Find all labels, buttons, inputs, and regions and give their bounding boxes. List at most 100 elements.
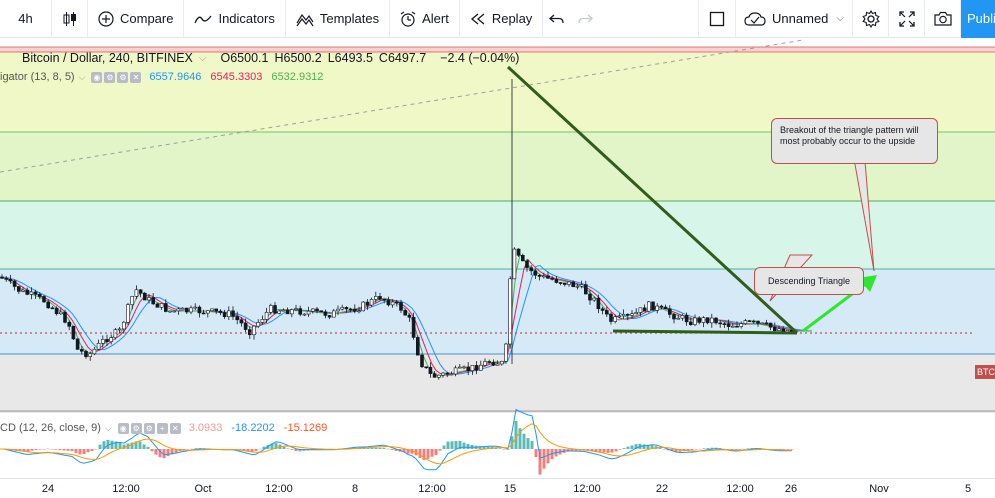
candle-body xyxy=(558,282,563,284)
publish-button[interactable]: Publish xyxy=(961,0,995,38)
candle-body xyxy=(457,366,462,369)
macd-histogram-bar xyxy=(602,449,606,453)
macd-histogram-bar xyxy=(182,449,186,451)
candle-body xyxy=(352,308,357,312)
candle-body xyxy=(168,310,172,313)
rewind-icon xyxy=(470,13,486,25)
candle-body xyxy=(109,337,113,342)
time-axis-label: 12:00 xyxy=(418,483,446,495)
alert-button[interactable]: Alert xyxy=(390,0,460,38)
candle-body xyxy=(655,305,660,311)
triangle-note[interactable]: Descending Triangle xyxy=(754,267,864,295)
gear-icon[interactable]: ⚙ xyxy=(117,71,129,83)
breakout-note[interactable]: Breakout of the triangle pattern will mo… xyxy=(771,118,938,164)
undo-button[interactable] xyxy=(543,0,571,38)
macd-histogram-bar xyxy=(270,443,274,449)
macd-histogram-bar xyxy=(458,440,462,449)
gear-icon[interactable]: ⚙ xyxy=(130,422,142,434)
redo-button[interactable] xyxy=(571,0,599,38)
eye-icon[interactable]: ◉ xyxy=(91,71,103,83)
alligator-legend[interactable]: igator (13, 8, 5) ⌵ ◉ ⚙ ⚙ ✕ 6557.9646 65… xyxy=(0,69,332,85)
fullscreen-button[interactable] xyxy=(889,0,925,38)
symbol-title[interactable]: Bitcoin / Dollar, 240, BITFINEX xyxy=(22,51,193,65)
compare-label: Compare xyxy=(120,11,174,26)
candle-body xyxy=(147,297,151,301)
chart-pane[interactable]: Breakout of the triangle pattern will mo… xyxy=(0,39,995,498)
macd-histogram-bar xyxy=(730,449,734,450)
macd-histogram-bar xyxy=(114,441,118,449)
macd-histogram-bar xyxy=(574,449,578,451)
templates-button[interactable]: Templates xyxy=(286,0,391,38)
candle-body xyxy=(344,307,349,310)
macd-histogram-bar xyxy=(690,449,694,451)
chevron-down-icon[interactable]: ⌵ xyxy=(104,422,112,433)
candle-body xyxy=(180,307,185,310)
candle-body xyxy=(331,310,336,318)
macd-histogram-bar xyxy=(74,449,78,453)
candle-body xyxy=(600,308,605,311)
candle-body xyxy=(651,301,655,311)
macd-title[interactable]: CD (12, 26, close, 9) xyxy=(0,422,101,434)
macd-histogram-bar xyxy=(486,446,490,449)
snapshot-button[interactable] xyxy=(925,0,961,38)
close-icon[interactable]: ✕ xyxy=(130,71,142,83)
gear-icon[interactable]: ⚙ xyxy=(104,71,116,83)
undo-icon xyxy=(549,13,565,25)
candle-body xyxy=(357,310,361,313)
macd-histogram-bar xyxy=(394,449,398,451)
macd-histogram-bar xyxy=(626,446,630,449)
layout-name-button[interactable]: Unnamed ⌵ xyxy=(736,0,853,38)
macd-histogram-bar xyxy=(62,449,66,451)
candle-body xyxy=(424,366,429,369)
candle-body xyxy=(12,280,17,287)
gear-icon[interactable]: ⚙ xyxy=(143,422,155,434)
candle-body xyxy=(659,305,664,308)
alligator-teeth-line xyxy=(0,258,812,376)
zone-band-top xyxy=(0,47,995,52)
candle-body xyxy=(625,314,630,316)
chart-type-button[interactable] xyxy=(52,0,88,38)
macd-histogram-bar xyxy=(534,449,538,458)
replay-button[interactable]: Replay xyxy=(460,0,544,38)
templates-label: Templates xyxy=(319,11,380,26)
alligator-title[interactable]: igator (13, 8, 5) xyxy=(0,71,75,83)
candle-body xyxy=(520,254,525,262)
candle-body xyxy=(130,296,134,305)
candle-body xyxy=(777,328,781,331)
candle-body xyxy=(101,339,105,344)
price-chart[interactable] xyxy=(0,39,995,498)
candle-body xyxy=(697,317,702,323)
candle-body xyxy=(138,289,143,294)
plus-icon[interactable]: + xyxy=(156,422,168,434)
candle-body xyxy=(667,308,672,315)
triangle-upper-trendline[interactable] xyxy=(506,65,799,335)
macd-histogram-bar xyxy=(134,441,138,449)
macd-histogram-bar xyxy=(422,449,426,461)
candle-body xyxy=(743,320,748,324)
candle-body xyxy=(588,293,592,301)
eye-icon[interactable]: ◉ xyxy=(117,422,129,434)
settings-button[interactable] xyxy=(853,0,889,38)
candle-body xyxy=(764,322,769,325)
alligator-jaw-value: 6557.9646 xyxy=(149,71,202,83)
macd-histogram-bar xyxy=(610,449,614,453)
macd-legend[interactable]: CD (12, 26, close, 9) ⌵ ◉ ⚙ ⚙ + ✕ 3.0933… xyxy=(0,420,336,436)
time-axis[interactable]: 24 12:00 Oct 12:00 8 12:00 15 12:00 22 12:00 26 Nov… xyxy=(0,478,995,498)
select-mode-button[interactable] xyxy=(698,0,737,38)
candles-icon xyxy=(63,11,77,27)
candle-body xyxy=(491,362,496,366)
symbol-legend[interactable]: Bitcoin / Dollar, 240, BITFINEX ⌵ O6500.… xyxy=(0,49,519,67)
candle-body xyxy=(508,278,513,345)
candle-body xyxy=(155,303,160,308)
chevron-down-icon[interactable]: ⌵ xyxy=(78,71,86,82)
candle-body xyxy=(394,301,399,304)
chevron-down-icon[interactable]: ⌵ xyxy=(198,52,207,64)
candle-body xyxy=(596,297,601,310)
close-icon[interactable]: ✕ xyxy=(169,422,181,434)
indicators-button[interactable]: Indicators xyxy=(184,0,286,38)
candle-body xyxy=(298,308,303,315)
triangle-support-line[interactable] xyxy=(612,329,798,335)
compare-button[interactable]: Compare xyxy=(88,0,185,38)
interval-button[interactable]: 4h xyxy=(0,0,52,38)
candle-body xyxy=(134,289,139,297)
